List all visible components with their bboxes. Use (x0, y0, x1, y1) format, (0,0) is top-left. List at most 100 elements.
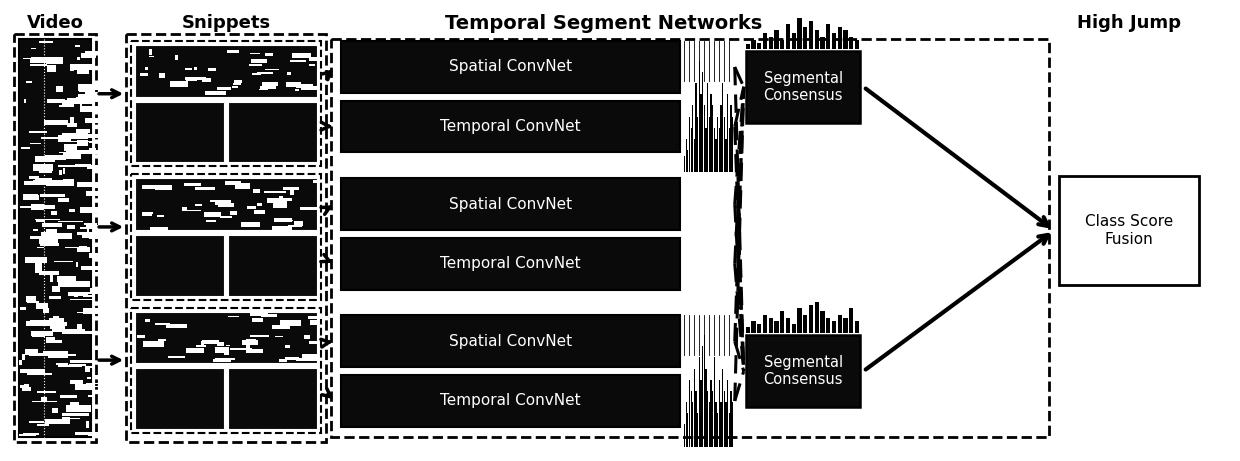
Bar (227, 50, 239, 53)
Bar (1059, 176, 1199, 285)
Bar (31, 48, 36, 49)
Bar (849, 36, 853, 49)
Bar (221, 216, 232, 218)
Bar (55, 261, 73, 262)
Bar (67, 141, 91, 142)
Bar (257, 72, 273, 74)
Bar (279, 196, 283, 201)
Bar (203, 212, 221, 218)
Bar (786, 24, 790, 49)
Bar (217, 342, 224, 346)
Bar (285, 82, 301, 87)
Bar (41, 223, 62, 227)
Bar (87, 226, 89, 233)
Bar (290, 60, 306, 62)
Text: Temporal ConvNet: Temporal ConvNet (440, 394, 580, 408)
Bar (74, 45, 81, 47)
Bar (24, 433, 38, 436)
Bar (76, 97, 98, 101)
Bar (32, 401, 57, 402)
Bar (145, 67, 148, 71)
Bar (33, 164, 53, 171)
Bar (29, 353, 52, 356)
Bar (62, 418, 81, 419)
Bar (36, 268, 42, 273)
Bar (50, 296, 61, 299)
Bar (131, 174, 321, 300)
Bar (274, 218, 293, 222)
Bar (808, 21, 813, 49)
Bar (69, 360, 94, 363)
Bar (156, 215, 164, 218)
Text: Segmental
Consensus: Segmental Consensus (764, 71, 843, 103)
Text: Temporal Segment Networks: Temporal Segment Networks (445, 14, 763, 33)
Bar (182, 207, 187, 211)
Bar (77, 182, 93, 188)
Bar (81, 53, 97, 58)
Bar (88, 433, 97, 436)
Bar (87, 182, 107, 186)
Bar (81, 106, 99, 112)
Bar (143, 341, 164, 347)
Bar (159, 72, 165, 78)
Bar (78, 94, 87, 97)
Bar (55, 122, 64, 124)
Bar (51, 243, 58, 246)
Bar (88, 395, 95, 397)
Bar (69, 380, 83, 384)
Bar (20, 369, 45, 373)
Bar (35, 156, 56, 162)
Text: Snippets: Snippets (181, 14, 270, 32)
Bar (135, 312, 316, 363)
Bar (136, 335, 145, 338)
Bar (46, 229, 57, 235)
Bar (46, 233, 72, 239)
Bar (780, 312, 785, 333)
Bar (215, 359, 234, 361)
Bar (267, 198, 288, 202)
Bar (231, 348, 252, 350)
Bar (745, 327, 750, 333)
Bar (31, 57, 47, 63)
Bar (83, 295, 93, 296)
Bar (837, 27, 842, 49)
Bar (81, 227, 103, 229)
Bar (264, 69, 279, 70)
Bar (262, 314, 277, 318)
Bar (51, 211, 57, 215)
Bar (56, 363, 68, 365)
Bar (58, 221, 83, 222)
Bar (86, 191, 104, 196)
Bar (751, 40, 755, 49)
Bar (52, 340, 62, 343)
Bar (247, 349, 263, 353)
Bar (234, 80, 242, 83)
Bar (78, 282, 91, 287)
Bar (229, 211, 237, 215)
Bar (41, 194, 66, 197)
Bar (224, 352, 229, 355)
Bar (30, 142, 41, 144)
Bar (228, 235, 316, 296)
Bar (341, 178, 680, 230)
Bar (236, 183, 249, 189)
Bar (73, 64, 94, 71)
Bar (837, 314, 842, 333)
Bar (46, 57, 63, 64)
Bar (52, 325, 64, 331)
Bar (300, 86, 317, 89)
Bar (20, 307, 26, 310)
Bar (259, 86, 277, 89)
Bar (88, 311, 92, 313)
Bar (63, 154, 82, 159)
Bar (88, 232, 103, 238)
Bar (167, 355, 185, 358)
Bar (66, 151, 79, 158)
Bar (295, 89, 299, 91)
Bar (252, 59, 267, 63)
Bar (86, 366, 93, 368)
Bar (135, 235, 224, 296)
Bar (283, 187, 299, 190)
Bar (26, 296, 36, 301)
Bar (262, 82, 278, 86)
